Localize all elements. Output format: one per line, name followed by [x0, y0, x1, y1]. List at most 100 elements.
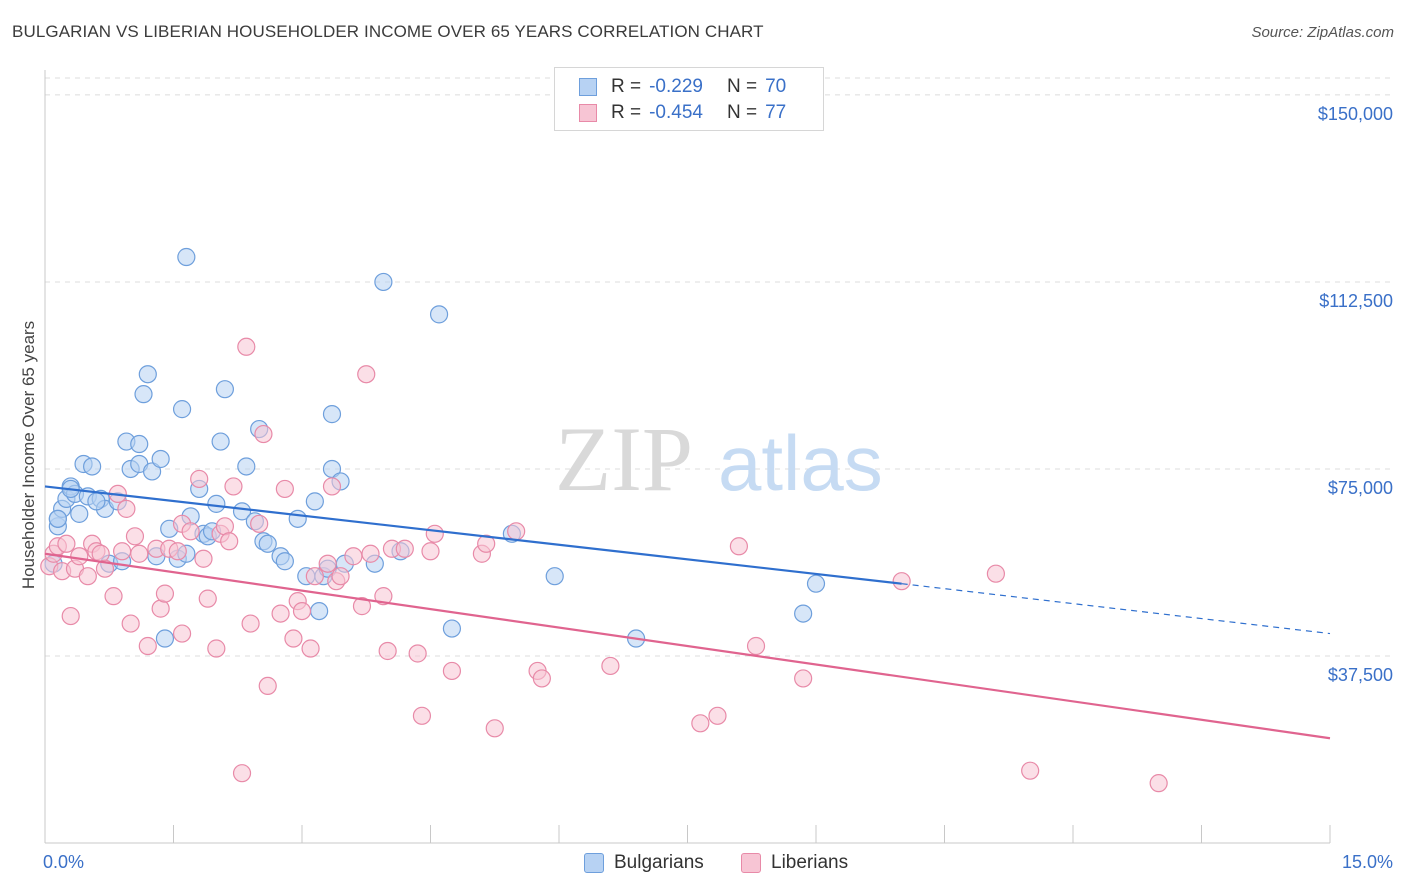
legend-n-label: N =: [726, 102, 758, 123]
data-point: [485, 719, 504, 738]
data-point: [746, 636, 766, 656]
data-point: [442, 619, 462, 638]
data-point: [794, 604, 813, 623]
data-point: [301, 639, 320, 658]
data-point: [794, 669, 813, 688]
y-axis-title: Householder Income Over 65 years: [19, 321, 38, 589]
legend-row-liberians: R = -0.454 N = 77: [579, 101, 786, 125]
data-point: [421, 542, 440, 561]
data-point: [374, 587, 393, 606]
data-point: [151, 599, 170, 618]
y-tick-label: $37,500: [1328, 665, 1393, 685]
data-point: [78, 567, 97, 586]
legend-label-liberians: Liberians: [771, 852, 849, 873]
data-point: [254, 424, 273, 444]
correlation-legend: R = -0.229 N = 70 R = -0.454 N = 77: [554, 67, 824, 131]
data-point: [241, 614, 260, 633]
data-point: [155, 584, 175, 603]
legend-label-bulgarians: Bulgarians: [614, 852, 704, 873]
series-liberians: [40, 337, 1168, 793]
data-point: [207, 494, 226, 513]
data-point: [232, 502, 252, 521]
data-point: [224, 477, 243, 496]
data-point: [729, 537, 749, 556]
data-point: [344, 547, 363, 566]
data-point: [708, 706, 727, 725]
data-point: [70, 504, 89, 523]
data-point: [138, 636, 157, 656]
legend-r-label: R =: [611, 102, 642, 123]
data-point: [112, 542, 132, 561]
legend-r-label: R =: [611, 76, 642, 97]
data-point: [138, 365, 157, 384]
data-point: [477, 534, 496, 553]
data-point: [155, 629, 175, 648]
data-point: [181, 522, 200, 541]
legend-swatch-blue: [584, 853, 604, 873]
watermark: ZIP atlas: [555, 408, 883, 510]
legend-item-liberians[interactable]: Liberians: [741, 852, 848, 874]
source-credit: Source: ZipAtlas.com: [1251, 24, 1394, 41]
data-point: [172, 400, 192, 419]
data-point: [125, 527, 145, 546]
watermark-zip: ZIP: [555, 408, 693, 510]
data-point: [95, 559, 115, 578]
data-point: [48, 509, 67, 528]
data-point: [220, 532, 239, 551]
data-point: [412, 706, 432, 725]
legend-swatch-pink: [741, 853, 761, 873]
data-point: [292, 601, 312, 621]
data-point: [215, 517, 234, 536]
data-point: [1149, 774, 1168, 793]
data-point: [207, 639, 226, 658]
data-point: [507, 522, 526, 541]
data-point: [357, 365, 376, 384]
data-point: [232, 764, 252, 783]
y-tick-label: $112,500: [1319, 291, 1393, 311]
data-point: [151, 449, 170, 469]
data-point: [806, 574, 826, 593]
data-point: [130, 434, 149, 454]
axis-labels: $37,500 $75,000 $112,500 $150,000 0.0% 15.0%: [43, 104, 1393, 872]
data-point: [250, 514, 269, 533]
data-point: [258, 534, 277, 553]
data-point: [168, 542, 187, 561]
axes: [44, 70, 1331, 844]
data-point: [177, 247, 196, 267]
legend-swatch-blue: [579, 78, 597, 96]
data-point: [691, 714, 710, 733]
legend-n-value: 77: [765, 102, 787, 123]
data-point: [121, 614, 140, 633]
data-point: [425, 524, 444, 543]
legend-n-label: N =: [726, 76, 758, 97]
legend-r-value: -0.229: [649, 76, 703, 97]
watermark-atlas: atlas: [718, 419, 883, 507]
legend-n-value: 70: [765, 76, 787, 97]
data-point: [601, 656, 620, 676]
y-tick-label: $150,000: [1318, 104, 1393, 124]
legend-r-value: -0.454: [649, 102, 703, 123]
data-point: [211, 432, 230, 451]
data-point: [892, 572, 911, 591]
data-point: [318, 554, 337, 573]
data-point: [215, 380, 234, 399]
y-tick-label: $75,000: [1328, 478, 1393, 498]
trend-line-bulgarians-extension: [901, 583, 1331, 635]
data-point: [271, 604, 290, 623]
data-point: [237, 457, 256, 476]
data-point: [545, 567, 564, 586]
x-tick-label: 0.0%: [43, 852, 84, 872]
data-point: [142, 462, 162, 481]
data-point: [322, 477, 342, 496]
data-point: [1021, 761, 1040, 780]
data-point: [284, 629, 303, 648]
data-point: [198, 589, 217, 608]
data-point: [352, 597, 372, 616]
data-point: [395, 539, 414, 558]
data-point: [57, 534, 76, 553]
trend-line-liberians: [44, 552, 1331, 740]
data-point: [172, 624, 192, 643]
legend-item-bulgarians[interactable]: Bulgarians: [584, 852, 704, 874]
data-point: [130, 544, 149, 563]
